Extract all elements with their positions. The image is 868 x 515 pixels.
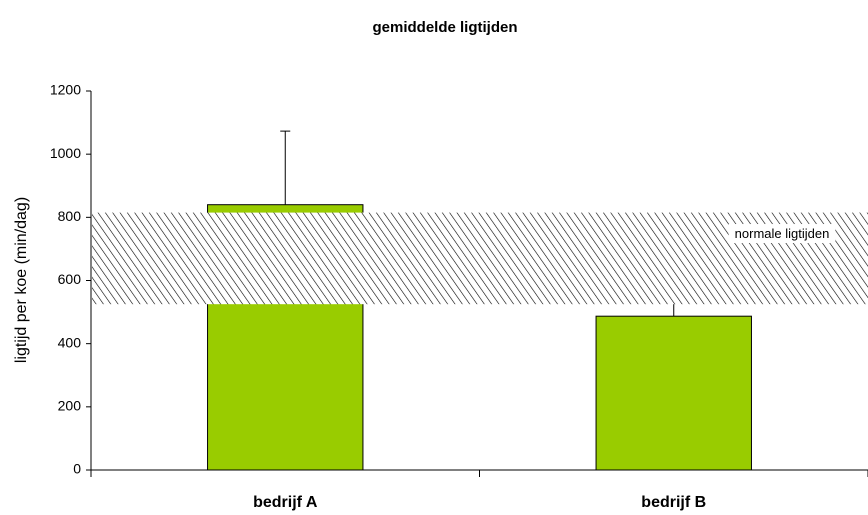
bar xyxy=(595,315,752,471)
y-axis-label: ligtijd per koe (min/dag) xyxy=(13,197,30,363)
y-tick-label: 200 xyxy=(58,398,82,414)
x-tick-label: bedrijf A xyxy=(253,494,318,511)
chart-title: gemiddelde ligtijden xyxy=(372,19,517,36)
band-label: normale ligtijden xyxy=(735,226,830,241)
y-tick-label: 600 xyxy=(58,271,82,287)
y-tick-label: 1200 xyxy=(50,82,81,98)
y-tick-label: 0 xyxy=(73,461,81,477)
y-tick-label: 1000 xyxy=(50,145,81,161)
x-tick-label: bedrijf B xyxy=(641,494,706,511)
y-tick-label: 800 xyxy=(58,208,82,224)
y-tick-label: 400 xyxy=(58,334,82,350)
band-label-bg xyxy=(728,224,836,244)
